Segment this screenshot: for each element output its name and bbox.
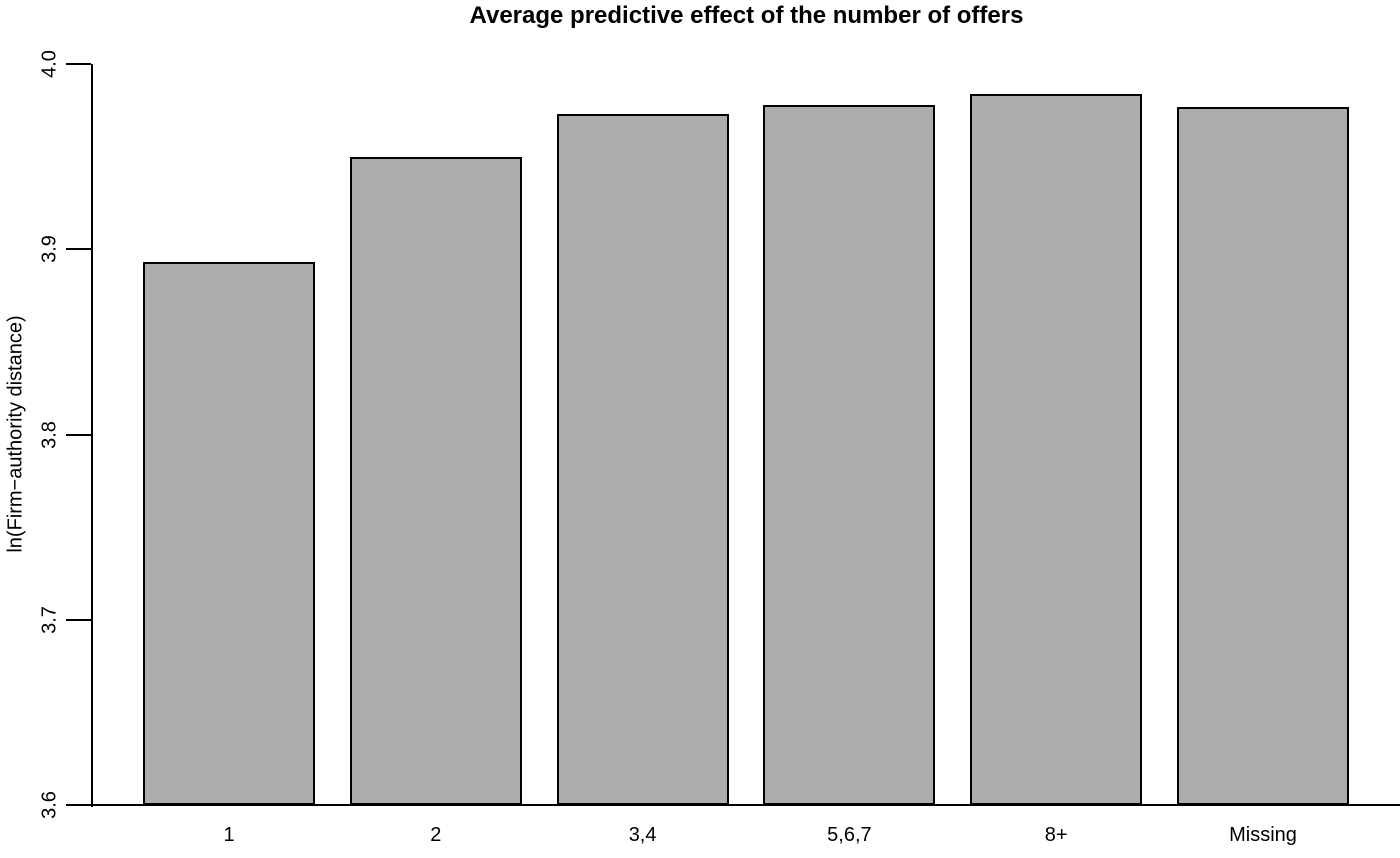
y-tick-label: 4.0: [38, 50, 61, 78]
y-axis-label: ln(Firm−authority distance): [4, 315, 27, 553]
x-tick-label: 5,6,7: [827, 824, 872, 846]
x-tick-label: 8+: [1044, 824, 1068, 846]
chart-title: Average predictive effect of the number …: [469, 2, 1024, 29]
y-tick-label: 3.7: [38, 605, 61, 634]
bar: [1177, 106, 1349, 805]
y-tick-mark: [66, 248, 91, 251]
y-tick-label: 3.9: [38, 235, 61, 264]
y-tick-label: 3.6: [38, 791, 61, 819]
bar: [349, 156, 522, 805]
bar: [763, 104, 936, 805]
x-tick-label: Missing: [1229, 824, 1297, 846]
bar: [970, 93, 1143, 805]
y-axis-line: [91, 64, 93, 807]
x-tick-label: 2: [430, 824, 442, 846]
y-tick-mark: [66, 63, 91, 65]
y-tick-mark: [66, 618, 91, 621]
y-tick-mark: [66, 804, 91, 806]
y-tick-label: 3.8: [38, 420, 61, 449]
x-tick-label: 3,4: [628, 824, 657, 846]
bar: [143, 262, 315, 805]
x-axis-line: [91, 804, 1400, 806]
x-tick-label: 1: [223, 824, 235, 846]
bar: [556, 114, 729, 805]
y-tick-mark: [66, 433, 91, 436]
